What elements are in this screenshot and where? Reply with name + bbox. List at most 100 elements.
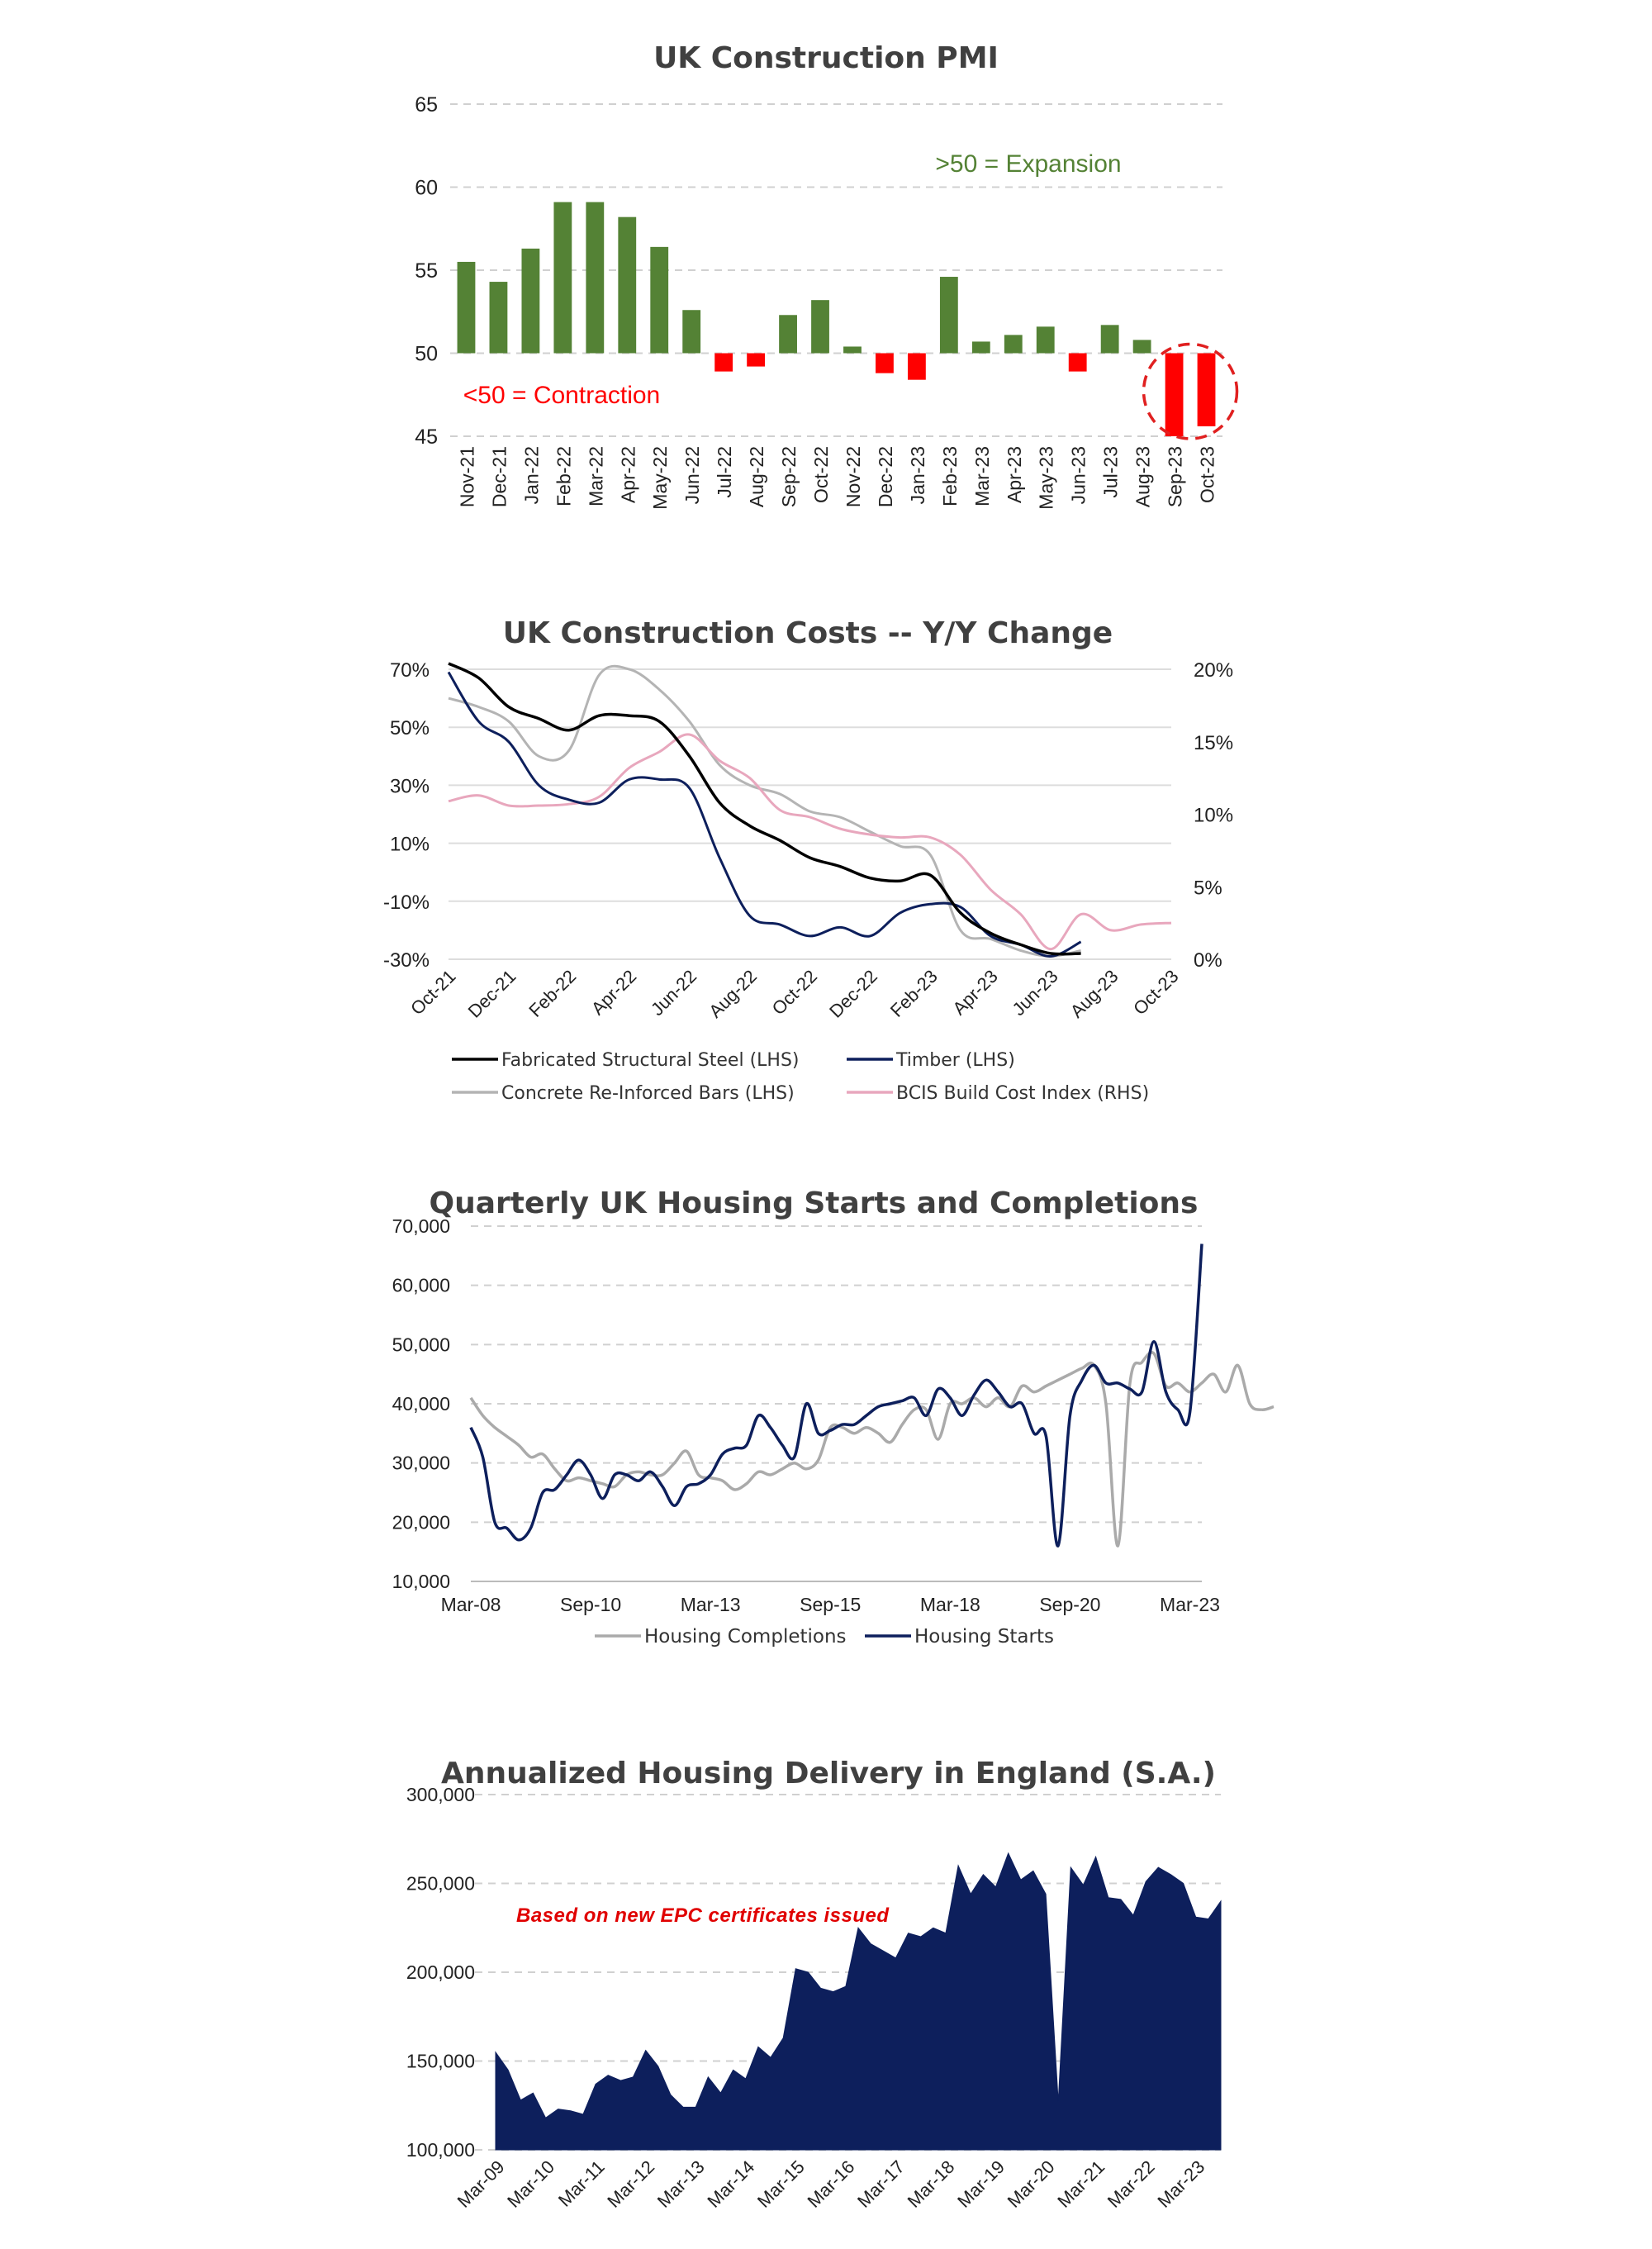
costs-chart: UK Construction Costs -- Y/Y Change Oct-…	[383, 616, 1233, 1104]
pmi-bar	[1100, 325, 1119, 354]
delivery-x-tick: Mar-22	[1104, 2156, 1159, 2212]
delivery-y-tick: 200,000	[406, 1961, 475, 1983]
costs-legend-label: BCIS Build Cost Index (RHS)	[896, 1083, 1149, 1104]
costs-y-left-tick: 70%	[390, 659, 430, 682]
pmi-x-tick: May-22	[649, 446, 671, 510]
pmi-y-tick: 65	[415, 93, 438, 116]
delivery-y-tick: 250,000	[406, 1873, 475, 1895]
housing-x-tick: Mar-18	[920, 1594, 980, 1615]
costs-x-tick: Oct-23	[1129, 966, 1182, 1019]
costs-y-left-tick: 50%	[390, 717, 430, 739]
housing-y-tick: 30,000	[392, 1453, 450, 1474]
pmi-bar	[586, 202, 605, 354]
pmi-x-tick: Sep-23	[1165, 446, 1186, 507]
housing-series-line	[469, 1351, 1275, 1548]
pmi-x-tick: May-23	[1036, 446, 1057, 510]
housing-y-tick: 40,000	[392, 1393, 450, 1415]
housing-series-line	[469, 1243, 1203, 1548]
housing-y-tick: 60,000	[392, 1275, 450, 1296]
pmi-x-tick: Nov-22	[843, 446, 864, 507]
pmi-x-tick: Apr-23	[1004, 446, 1025, 503]
costs-y-right-tick: 15%	[1194, 732, 1233, 754]
housing-x-tick: Sep-20	[1039, 1594, 1100, 1615]
costs-y-left-tick: 30%	[390, 775, 430, 797]
housing-y-tick: 50,000	[392, 1334, 450, 1355]
highlight-circle	[1142, 342, 1239, 440]
pmi-y-tick: 55	[415, 259, 438, 283]
delivery-y-tick: 300,000	[406, 1784, 475, 1805]
costs-x-tick: Feb-22	[525, 966, 580, 1021]
pmi-x-tick: Mar-23	[971, 446, 993, 506]
pmi-chart: UK Construction PMI Nov-21 Dec-21 Jan-22 Fe…	[415, 41, 1239, 510]
housing-starts-chart: Quarterly UK Housing Starts and Completi…	[392, 1186, 1275, 1648]
costs-x-tick: Jun-22	[647, 966, 700, 1020]
pmi-bar	[457, 261, 476, 354]
housing-y-tick: 70,000	[392, 1215, 450, 1237]
costs-y-right-tick: 20%	[1194, 659, 1233, 682]
pmi-x-tick: Mar-22	[585, 446, 606, 506]
pmi-x-tick: Jan-22	[520, 446, 542, 504]
pmi-bar	[1036, 326, 1055, 354]
pmi-chart-title: UK Construction PMI	[653, 41, 999, 75]
costs-series-line	[448, 662, 1081, 956]
delivery-x-tick: Mar-16	[803, 2156, 858, 2212]
delivery-x-tick: Mar-17	[853, 2156, 909, 2212]
housing-x-tick: Sep-10	[560, 1594, 621, 1615]
delivery-x-tick: Mar-11	[554, 2156, 609, 2211]
delivery-area	[495, 1852, 1222, 2151]
pmi-y-tick: 50	[415, 343, 438, 366]
pmi-bar	[1068, 353, 1087, 372]
delivery-x-tick: Mar-15	[753, 2156, 809, 2212]
delivery-x-tick: Mar-10	[503, 2156, 558, 2212]
pmi-x-tick: Jun-22	[681, 446, 703, 504]
costs-y-right-tick: 5%	[1194, 877, 1222, 899]
delivery-x-tick: Mar-23	[1153, 2156, 1208, 2212]
pmi-x-tick: Aug-23	[1132, 446, 1154, 507]
pmi-y-tick: 60	[415, 177, 438, 200]
costs-y-left-tick: -30%	[383, 949, 430, 972]
pmi-x-tick: Apr-22	[617, 446, 638, 503]
pmi-x-tick: Feb-23	[939, 446, 961, 506]
costs-chart-title: UK Construction Costs -- Y/Y Change	[503, 616, 1113, 650]
pmi-bar	[876, 353, 894, 373]
pmi-bar	[811, 300, 829, 354]
costs-x-tick: Oct-22	[768, 966, 821, 1019]
pmi-y-tick: 45	[415, 426, 438, 449]
pmi-bar	[650, 246, 669, 354]
costs-y-left-tick: -10%	[383, 892, 430, 914]
housing-delivery-chart-title: Annualized Housing Delivery in England (…	[441, 1757, 1216, 1790]
costs-y-left-tick: 10%	[390, 834, 430, 856]
pmi-x-tick: Aug-22	[746, 446, 767, 507]
costs-y-right-tick: 0%	[1194, 949, 1222, 972]
delivery-x-tick: Mar-21	[1053, 2156, 1108, 2212]
pmi-bar	[521, 248, 540, 354]
delivery-x-tick: Mar-14	[703, 2156, 758, 2212]
housing-y-tick: 20,000	[392, 1511, 450, 1533]
pmi-x-tick: Dec-22	[875, 446, 896, 507]
delivery-y-tick: 100,000	[406, 2139, 475, 2161]
costs-x-tick: Oct-21	[406, 966, 459, 1019]
pmi-x-tick: Jul-22	[714, 446, 735, 498]
costs-x-tick: Feb-23	[886, 966, 942, 1021]
costs-x-tick: Aug-22	[705, 966, 761, 1022]
expansion-annotation: >50 = Expansion	[935, 150, 1121, 178]
pmi-x-tick: Dec-21	[488, 446, 510, 507]
pmi-bar	[1165, 353, 1184, 436]
pmi-x-tick: Feb-22	[553, 446, 574, 506]
costs-x-tick: Jun-23	[1008, 966, 1061, 1020]
delivery-x-tick: Mar-12	[603, 2156, 658, 2212]
costs-series-line	[448, 664, 1081, 958]
costs-x-tick: Dec-22	[825, 966, 881, 1022]
pmi-bar	[682, 310, 701, 354]
pmi-bar	[1197, 353, 1216, 426]
housing-legend-label: Housing Starts	[914, 1626, 1054, 1648]
delivery-y-tick: 150,000	[406, 2051, 475, 2072]
pmi-x-tick: Oct-23	[1197, 446, 1218, 503]
costs-y-right-tick: 10%	[1194, 805, 1233, 827]
housing-delivery-chart: Annualized Housing Delivery in England (…	[406, 1757, 1222, 2212]
delivery-x-tick: Mar-19	[953, 2156, 1009, 2212]
epc-annotation: Based on new EPC certificates issued	[516, 1904, 890, 1927]
pmi-bar	[1004, 335, 1023, 354]
pmi-bar	[1132, 340, 1151, 354]
costs-x-tick: Aug-23	[1066, 966, 1123, 1022]
